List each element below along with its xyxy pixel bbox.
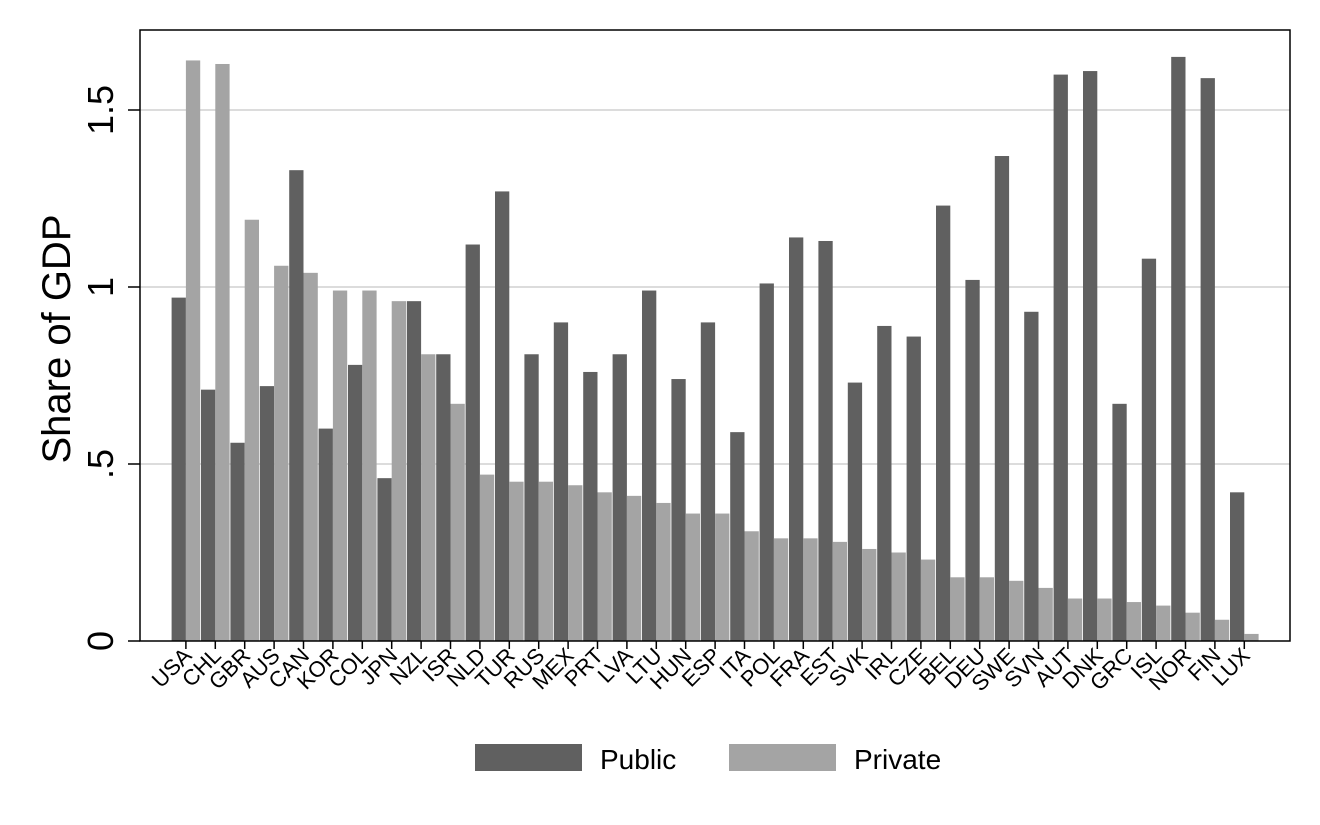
bar-private-prt (597, 492, 612, 641)
bar-private-svk (862, 548, 877, 641)
bar-public-aus (259, 386, 275, 641)
bar-public-gbr (230, 442, 245, 641)
bar-private-rus (538, 481, 553, 641)
bar-public-deu (965, 279, 980, 641)
bar-private-lva (626, 495, 642, 641)
bar-public-kor (318, 428, 333, 641)
bar-private-isl (1156, 605, 1171, 641)
bar-public-swe (994, 156, 1010, 641)
bar-public-col (348, 364, 363, 641)
bar-public-est (818, 240, 833, 642)
bar-private-irl (891, 552, 906, 641)
y-tick-label: .5 (80, 449, 121, 479)
y-tick-label: 1 (80, 277, 121, 297)
bar-public-usa (171, 297, 186, 641)
bar-public-bel (936, 205, 951, 641)
bar-private-grc (1126, 602, 1141, 641)
bar-public-mex (553, 322, 569, 641)
bar-public-jpn (377, 478, 392, 641)
bar-private-swe (1009, 580, 1024, 641)
bar-private-svn (1038, 587, 1053, 641)
bar-public-irl (877, 325, 892, 641)
bar-public-fin (1200, 78, 1215, 641)
bar-public-fra (789, 237, 804, 641)
bar-public-dnk (1083, 71, 1098, 641)
bar-public-nld (465, 244, 480, 641)
bar-public-aut (1053, 74, 1068, 642)
bars (171, 56, 1259, 642)
bar-private-cze (920, 559, 936, 641)
bar-public-svn (1024, 311, 1039, 641)
bar-private-aus (274, 265, 289, 641)
bar-private-aut (1067, 598, 1083, 641)
bar-public-ita (730, 432, 745, 641)
bar-public-esp (700, 322, 716, 641)
bar-public-svk (847, 382, 863, 641)
bar-public-pol (759, 283, 774, 641)
bar-private-deu (979, 577, 994, 641)
bar-public-chl (201, 389, 216, 641)
bar-public-prt (583, 371, 598, 641)
bar-public-isl (1141, 258, 1157, 641)
bar-private-can (303, 272, 318, 641)
bar-private-ita (744, 531, 759, 641)
bar-public-ltu (642, 290, 657, 641)
bar-private-kor (332, 290, 348, 641)
y-tick-label: 1.5 (80, 85, 121, 135)
bar-private-nld (479, 474, 495, 641)
bar-public-grc (1112, 403, 1127, 641)
bar-private-nor (1185, 612, 1200, 641)
y-axis-title: Share of GDP (35, 214, 79, 463)
bar-private-fra (803, 538, 818, 641)
bar-private-isr (450, 403, 465, 641)
bar-public-rus (524, 354, 539, 641)
bar-private-gbr (244, 219, 259, 642)
bar-private-chl (215, 63, 230, 642)
bar-private-hun (685, 513, 700, 641)
bar-private-lux (1244, 633, 1259, 641)
bar-private-est (832, 541, 847, 641)
bar-private-esp (715, 513, 730, 641)
bar-private-usa (185, 60, 201, 641)
bar-public-cze (906, 336, 921, 641)
bar-public-nzl (406, 301, 422, 641)
bar-private-col (362, 290, 377, 641)
bar-public-isr (436, 354, 451, 641)
bar-public-lux (1230, 492, 1245, 641)
bar-private-pol (773, 538, 789, 641)
bar-private-mex (568, 485, 583, 641)
legend: Public Private (475, 744, 941, 775)
legend-swatch-public (475, 744, 582, 771)
bar-private-jpn (391, 301, 406, 641)
bar-public-nor (1171, 56, 1186, 641)
y-tick-label: 0 (80, 631, 121, 651)
bar-public-can (289, 170, 304, 641)
bar-public-tur (495, 191, 510, 642)
bar-private-fin (1214, 619, 1230, 641)
bar-private-tur (509, 481, 524, 641)
bar-private-bel (950, 577, 965, 641)
legend-label-public: Public (600, 744, 676, 775)
y-axis: 0 .5 1 1.5 (80, 85, 140, 651)
bar-public-hun (671, 379, 686, 641)
bar-public-lva (612, 354, 627, 641)
bar-private-dnk (1097, 598, 1112, 641)
legend-swatch-private (729, 744, 836, 771)
bar-private-nzl (421, 354, 436, 641)
bar-private-ltu (656, 502, 671, 641)
legend-label-private: Private (854, 744, 941, 775)
